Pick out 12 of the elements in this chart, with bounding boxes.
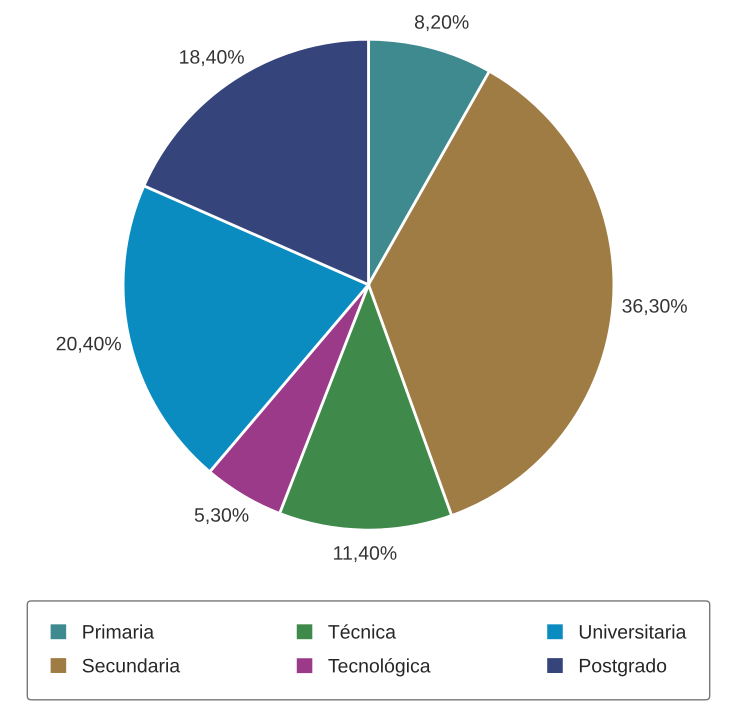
legend-label: Universitaria	[580, 624, 686, 639]
legend-label: Técnica	[328, 624, 396, 639]
legend-label: Primaria	[83, 624, 154, 639]
data-label: 20,40%	[56, 336, 121, 353]
data-label: 36,30%	[622, 299, 687, 316]
data-label: 8,20%	[414, 15, 469, 32]
legend-label: Secundaria	[82, 658, 180, 672]
data-label: 11,40%	[334, 546, 396, 562]
legend-label: Tecnológica	[328, 658, 431, 676]
data-label: 18,40%	[180, 50, 244, 66]
data-label: 5,30%	[194, 508, 248, 524]
legend-label: Postgrado	[580, 658, 666, 676]
